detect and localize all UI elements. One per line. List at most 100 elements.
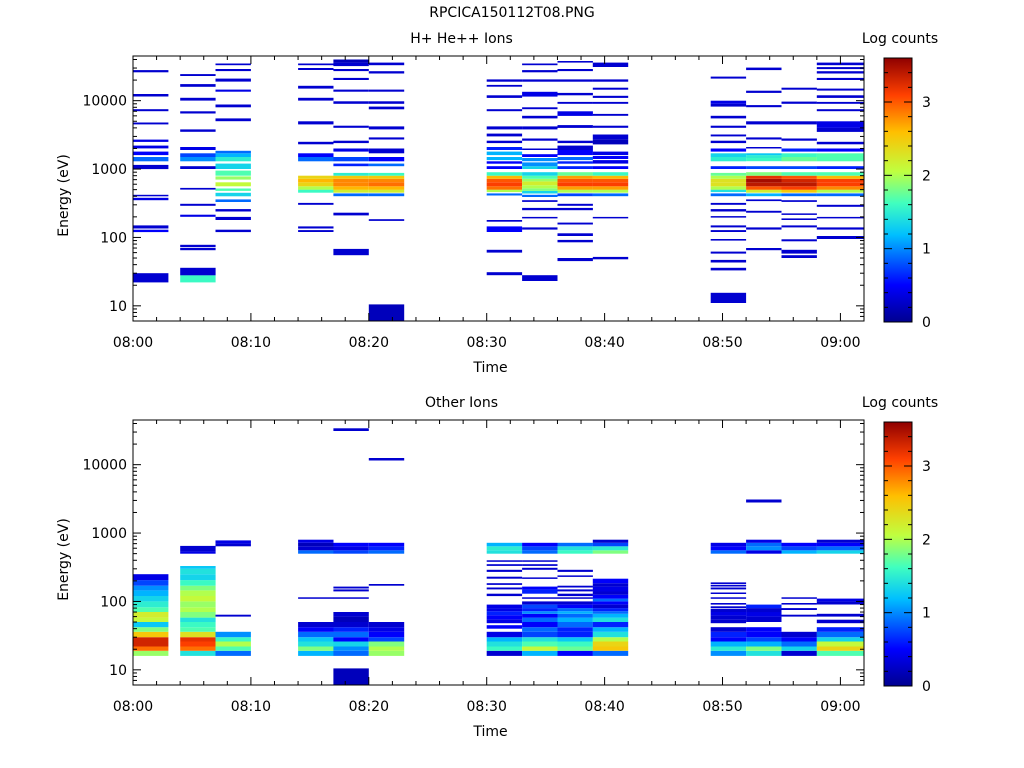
heatmap-cell (368, 101, 405, 104)
heatmap-cell (133, 151, 169, 156)
heatmap-cell (215, 118, 251, 122)
heatmap-cell (781, 138, 817, 141)
heatmap-cell (746, 616, 782, 622)
heatmap-cell (298, 539, 334, 543)
heatmap-cell (781, 218, 817, 220)
heatmap-cell (781, 193, 817, 197)
heatmap-cell (592, 139, 629, 145)
heatmap-cell (710, 202, 747, 205)
colorbar: Log counts 0 1 2 3 (862, 395, 938, 695)
heatmap-cell (781, 225, 817, 228)
heatmap-cell (710, 542, 747, 547)
heatmap-cell (368, 175, 405, 179)
heatmap-cell (710, 606, 747, 609)
heatmap-cell (522, 611, 558, 614)
heatmap-cell (486, 84, 523, 87)
heatmap-cell (592, 113, 629, 116)
heatmap-cell (557, 175, 593, 179)
heatmap-cell (557, 193, 593, 197)
heatmap-cell (298, 637, 334, 642)
heatmap-cell (215, 614, 251, 617)
heatmap-cell (215, 163, 251, 169)
heatmap-cell (746, 608, 782, 613)
heatmap-cell (781, 641, 817, 647)
x-axis: 08:00 08:10 08:20 08:30 08:40 08:50 09:00 (113, 56, 865, 351)
heatmap-cell (368, 637, 405, 642)
heatmap-cell (522, 601, 558, 605)
colorbar-label: Log counts (862, 31, 938, 47)
heatmap-cell (298, 622, 334, 628)
heatmap-cell (816, 141, 864, 145)
heatmap-cell (746, 499, 782, 503)
heatmap-cell (298, 189, 334, 193)
heatmap-cell (368, 163, 405, 167)
heatmap-cell (215, 650, 251, 656)
heatmap-cell (180, 574, 216, 581)
heatmap-cell (710, 193, 747, 197)
heatmap-cell (746, 90, 782, 93)
heatmap-cell (816, 550, 864, 554)
heatmap-cell (333, 157, 369, 162)
heatmap-cell (486, 95, 523, 98)
heatmap-cell (180, 607, 216, 612)
heatmap-cell (298, 141, 334, 145)
heatmap-cell (133, 580, 169, 586)
heatmap-cell (486, 172, 523, 176)
heatmap-cell (746, 137, 782, 140)
heatmap-cell (522, 608, 558, 612)
heatmap-cell (180, 187, 216, 190)
x-tick-label: 08:30 (467, 699, 507, 715)
heatmap-cell (180, 157, 216, 162)
heatmap-cell (180, 612, 216, 618)
heatmap-cell (298, 178, 334, 183)
heatmap-cell (710, 100, 747, 104)
heatmap-cell (746, 641, 782, 647)
x-tick-label: 08:40 (584, 699, 624, 715)
heatmap-cell (486, 166, 523, 169)
heatmap-cell (486, 587, 523, 590)
heatmap-cell (215, 63, 251, 66)
heatmap-cell (557, 601, 593, 605)
heatmap-cell (180, 166, 216, 169)
heatmap-cell (557, 150, 593, 156)
heatmap-cell (557, 641, 593, 647)
heatmap-cell (816, 216, 864, 219)
heatmap-cell (522, 597, 558, 599)
y-tick-label: 10 (109, 299, 127, 315)
heatmap-cell (333, 101, 369, 104)
heatmap-cell (781, 189, 817, 193)
heatmap-cell (746, 199, 782, 202)
heatmap-cell (557, 186, 593, 190)
heatmap-cell (592, 622, 629, 628)
heatmap-cell (522, 604, 558, 609)
heatmap-cell (710, 186, 747, 190)
heatmap-cell (816, 227, 864, 230)
heatmap-cell (710, 631, 747, 638)
heatmap-cell (781, 637, 817, 642)
heatmap-cell (557, 101, 593, 104)
heatmap-cell (298, 627, 334, 632)
heatmap-cell (215, 188, 251, 191)
heatmap-cells (133, 428, 864, 685)
heatmap-cell (522, 126, 558, 130)
heatmap-cell (522, 107, 558, 110)
heatmap-cell (215, 631, 251, 638)
heatmap-cell (133, 122, 169, 125)
heatmap-cell (746, 147, 782, 149)
heatmap-cell (592, 182, 629, 187)
heatmap-cell (592, 611, 629, 614)
heatmap-cell (746, 175, 782, 179)
heatmap-cell (522, 650, 558, 656)
x-tick-label: 08:10 (231, 699, 271, 715)
heatmap-cell (522, 631, 558, 638)
heatmap-cell (522, 70, 558, 73)
heatmap-cell (333, 212, 369, 216)
heatmap-cell (333, 631, 369, 638)
heatmap-cell (522, 207, 558, 211)
heatmap-cell (133, 94, 169, 97)
heatmap-cell (333, 668, 369, 685)
heatmap-cell (333, 189, 369, 193)
x-tick-label: 08:40 (584, 335, 624, 351)
heatmap-cell (368, 646, 405, 651)
heatmap-cell (816, 77, 864, 80)
